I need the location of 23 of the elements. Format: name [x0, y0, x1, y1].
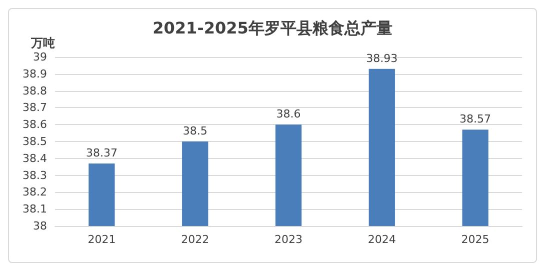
x-tick-label: 2022	[181, 233, 210, 246]
data-label: 38.5	[182, 124, 208, 138]
y-tick-label: 38.9	[22, 67, 47, 80]
x-tick-label: 2021	[88, 233, 116, 246]
y-tick-label: 38.6	[22, 118, 47, 132]
y-tick-label: 39	[33, 50, 47, 64]
data-label: 38.57	[460, 112, 492, 126]
data-label: 38.6	[276, 108, 301, 121]
chart-title: 2021-2025年罗平县粮食总产量	[152, 18, 392, 38]
y-tick-label: 38.8	[22, 84, 47, 98]
x-tick-label: 2023	[274, 233, 302, 246]
x-tick-label: 2024	[368, 233, 396, 246]
data-label: 38.37	[86, 146, 118, 160]
data-label: 38.93	[366, 52, 398, 65]
y-tick-label: 38.2	[22, 186, 47, 199]
y-tick-label: 38.5	[22, 135, 47, 148]
y-tick-label: 38.1	[22, 202, 47, 216]
y-tick-label: 38.3	[22, 168, 47, 182]
y-tick-label: 38	[33, 220, 47, 232]
y-tick-label: 38.7	[22, 101, 47, 114]
y-tick-label: 38.4	[22, 152, 47, 165]
x-tick-label: 2025	[461, 233, 490, 246]
y-axis-title: 万吨	[30, 36, 55, 50]
